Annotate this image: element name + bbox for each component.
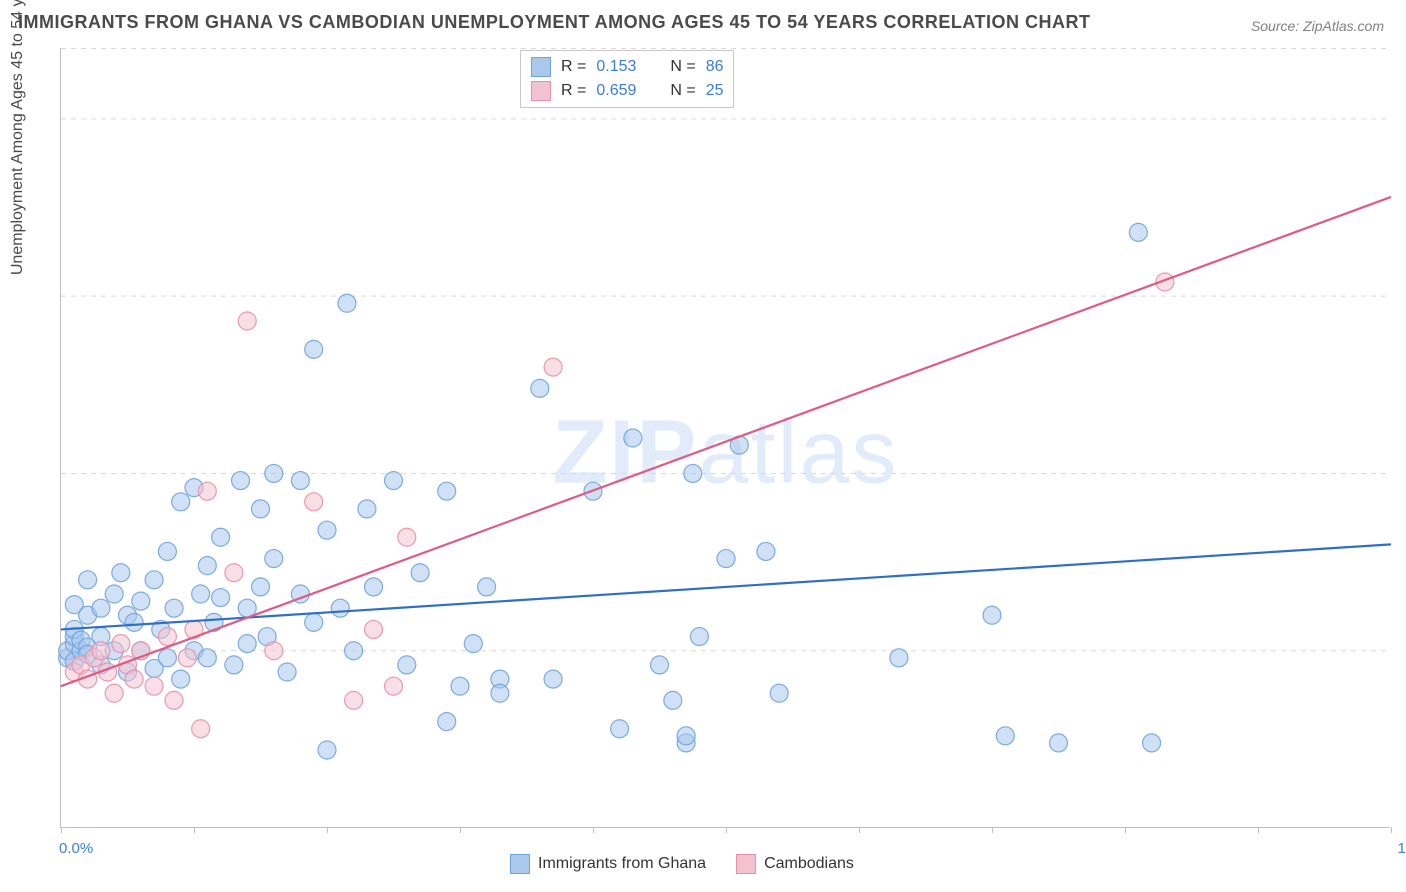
source-attribution: Source: ZipAtlas.com (1251, 18, 1384, 34)
chart-title: IMMIGRANTS FROM GHANA VS CAMBODIAN UNEMP… (18, 12, 1091, 33)
stats-row: R = 0.153 N = 86 (531, 55, 723, 79)
y-tick-label: 5.0% (1395, 642, 1406, 659)
r-value: 0.659 (596, 82, 646, 100)
legend-label: Cambodians (764, 855, 854, 873)
x-tick-label: 0.0% (59, 840, 93, 857)
legend: Immigrants from Ghana Cambodians (510, 854, 854, 874)
y-tick-label: 10.0% (1395, 465, 1406, 482)
legend-item: Cambodians (736, 854, 854, 874)
legend-label: Immigrants from Ghana (538, 855, 706, 873)
r-value: 0.153 (596, 58, 646, 76)
r-label: R = (561, 58, 586, 76)
legend-swatch (531, 57, 551, 77)
y-tick-label: 15.0% (1395, 288, 1406, 305)
correlation-stats-box: R = 0.153 N = 86 R = 0.659 N = 25 (520, 50, 734, 108)
legend-item: Immigrants from Ghana (510, 854, 706, 874)
x-tick-label: 10.0% (1397, 840, 1406, 857)
n-value: 25 (706, 82, 724, 100)
y-axis-label: Unemployment Among Ages 45 to 54 years (9, 0, 27, 275)
n-label: N = (670, 82, 695, 100)
plot-area: ZIPatlas 5.0%10.0%15.0%20.0%0.0%10.0% (60, 48, 1390, 828)
r-label: R = (561, 82, 586, 100)
stats-row: R = 0.659 N = 25 (531, 79, 723, 103)
legend-swatch (531, 81, 551, 101)
scatter-plot (61, 48, 1390, 827)
n-value: 86 (706, 58, 724, 76)
y-tick-label: 20.0% (1395, 110, 1406, 127)
legend-swatch (510, 854, 530, 874)
legend-swatch (736, 854, 756, 874)
n-label: N = (670, 58, 695, 76)
